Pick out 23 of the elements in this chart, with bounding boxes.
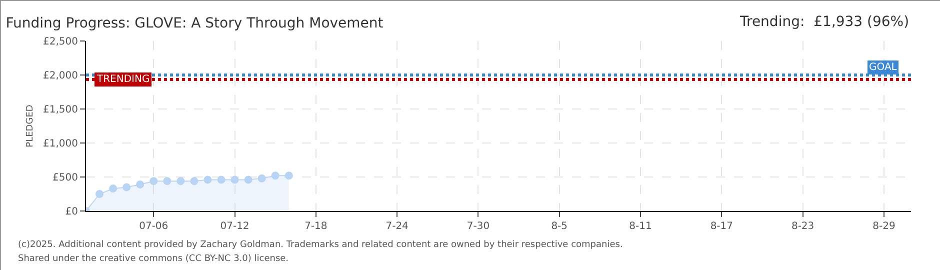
y-tick-label: £1,500 <box>43 104 78 116</box>
y-axis-title: PLEDGED <box>25 104 36 148</box>
x-tick-label: 7-30 <box>466 221 490 232</box>
chart-title: Funding Progress: GLOVE: A Story Through Movement <box>6 16 384 32</box>
x-tick-label: 07-12 <box>220 221 250 232</box>
x-tick-label: 7-24 <box>386 221 408 232</box>
y-tick-label: £500 <box>52 172 78 184</box>
x-tick-label: 07-06 <box>139 221 168 232</box>
x-tick-label: 7-18 <box>304 221 328 232</box>
x-tick-label: 8-11 <box>629 221 652 232</box>
x-tick-label: 8-5 <box>551 221 568 232</box>
ref-line-label: TRENDING <box>96 74 150 85</box>
y-tick-label: £1,000 <box>43 138 78 150</box>
x-tick-label: 8-23 <box>791 221 814 232</box>
x-tick-label: 8-29 <box>872 221 896 232</box>
text: Trending: £1,933 (96%) <box>739 14 910 30</box>
text: (c)2025. Additional content provided by Zachary Goldman. Trademarks and related content are owned by their respective companies. <box>18 240 623 250</box>
x-tick-label: 8-17 <box>710 221 734 232</box>
y-tick-label: £2,000 <box>43 70 78 82</box>
ref-line-label: GOAL <box>869 62 898 73</box>
text: Shared under the creative commons (CC BY-NC 3.0) license. <box>18 254 289 264</box>
y-tick-label: £2,500 <box>43 36 78 48</box>
y-tick-label: £0 <box>65 206 78 218</box>
